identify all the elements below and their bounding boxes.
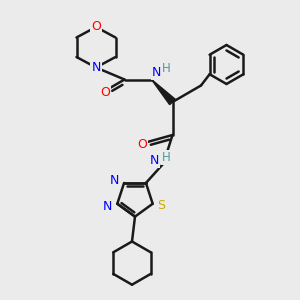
- Text: S: S: [157, 199, 165, 212]
- Text: N: N: [150, 154, 159, 167]
- Text: N: N: [152, 66, 162, 80]
- Text: H: H: [162, 61, 171, 75]
- Text: N: N: [91, 61, 101, 74]
- Text: O: O: [138, 138, 147, 152]
- Text: N: N: [110, 174, 119, 187]
- Text: H: H: [162, 151, 171, 164]
- Polygon shape: [152, 80, 176, 105]
- Text: N: N: [103, 200, 112, 213]
- Text: O: O: [100, 86, 110, 100]
- Text: O: O: [91, 20, 101, 34]
